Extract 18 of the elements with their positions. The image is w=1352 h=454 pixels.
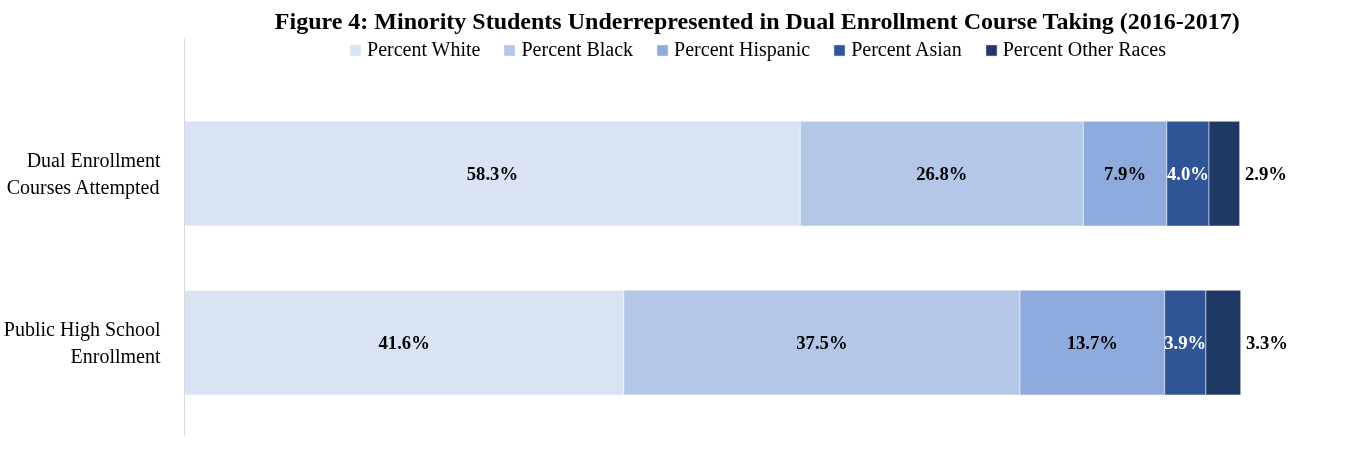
data-label: 41.6% — [378, 332, 430, 354]
data-label: 3.3% — [1246, 332, 1288, 354]
y-tick-label: Public High School Enrollment — [3, 318, 161, 367]
data-label: 3.9% — [1164, 332, 1207, 354]
legend-label: Percent Asian — [851, 38, 962, 61]
legend-label: Percent Other Races — [1002, 38, 1166, 61]
data-label: 7.9% — [1104, 163, 1147, 185]
data-label: 2.9% — [1244, 163, 1287, 185]
data-label: 4.0% — [1166, 163, 1209, 185]
y-tick-label: Dual Enrollment Courses Attempted — [6, 149, 161, 199]
data-label: 58.3% — [466, 163, 519, 185]
legend-label: Percent Black — [521, 38, 634, 61]
legend-label: Percent Hispanic — [674, 38, 811, 61]
data-label: 37.5% — [796, 332, 848, 354]
chart-title: Figure 4: Minority Students Underrepresented in Dual Enrollment Course Taking (2016-2017) — [274, 7, 1240, 34]
data-label: 13.7% — [1066, 332, 1118, 354]
legend-label: Percent White — [367, 38, 481, 61]
data-label: 26.8% — [916, 163, 968, 185]
